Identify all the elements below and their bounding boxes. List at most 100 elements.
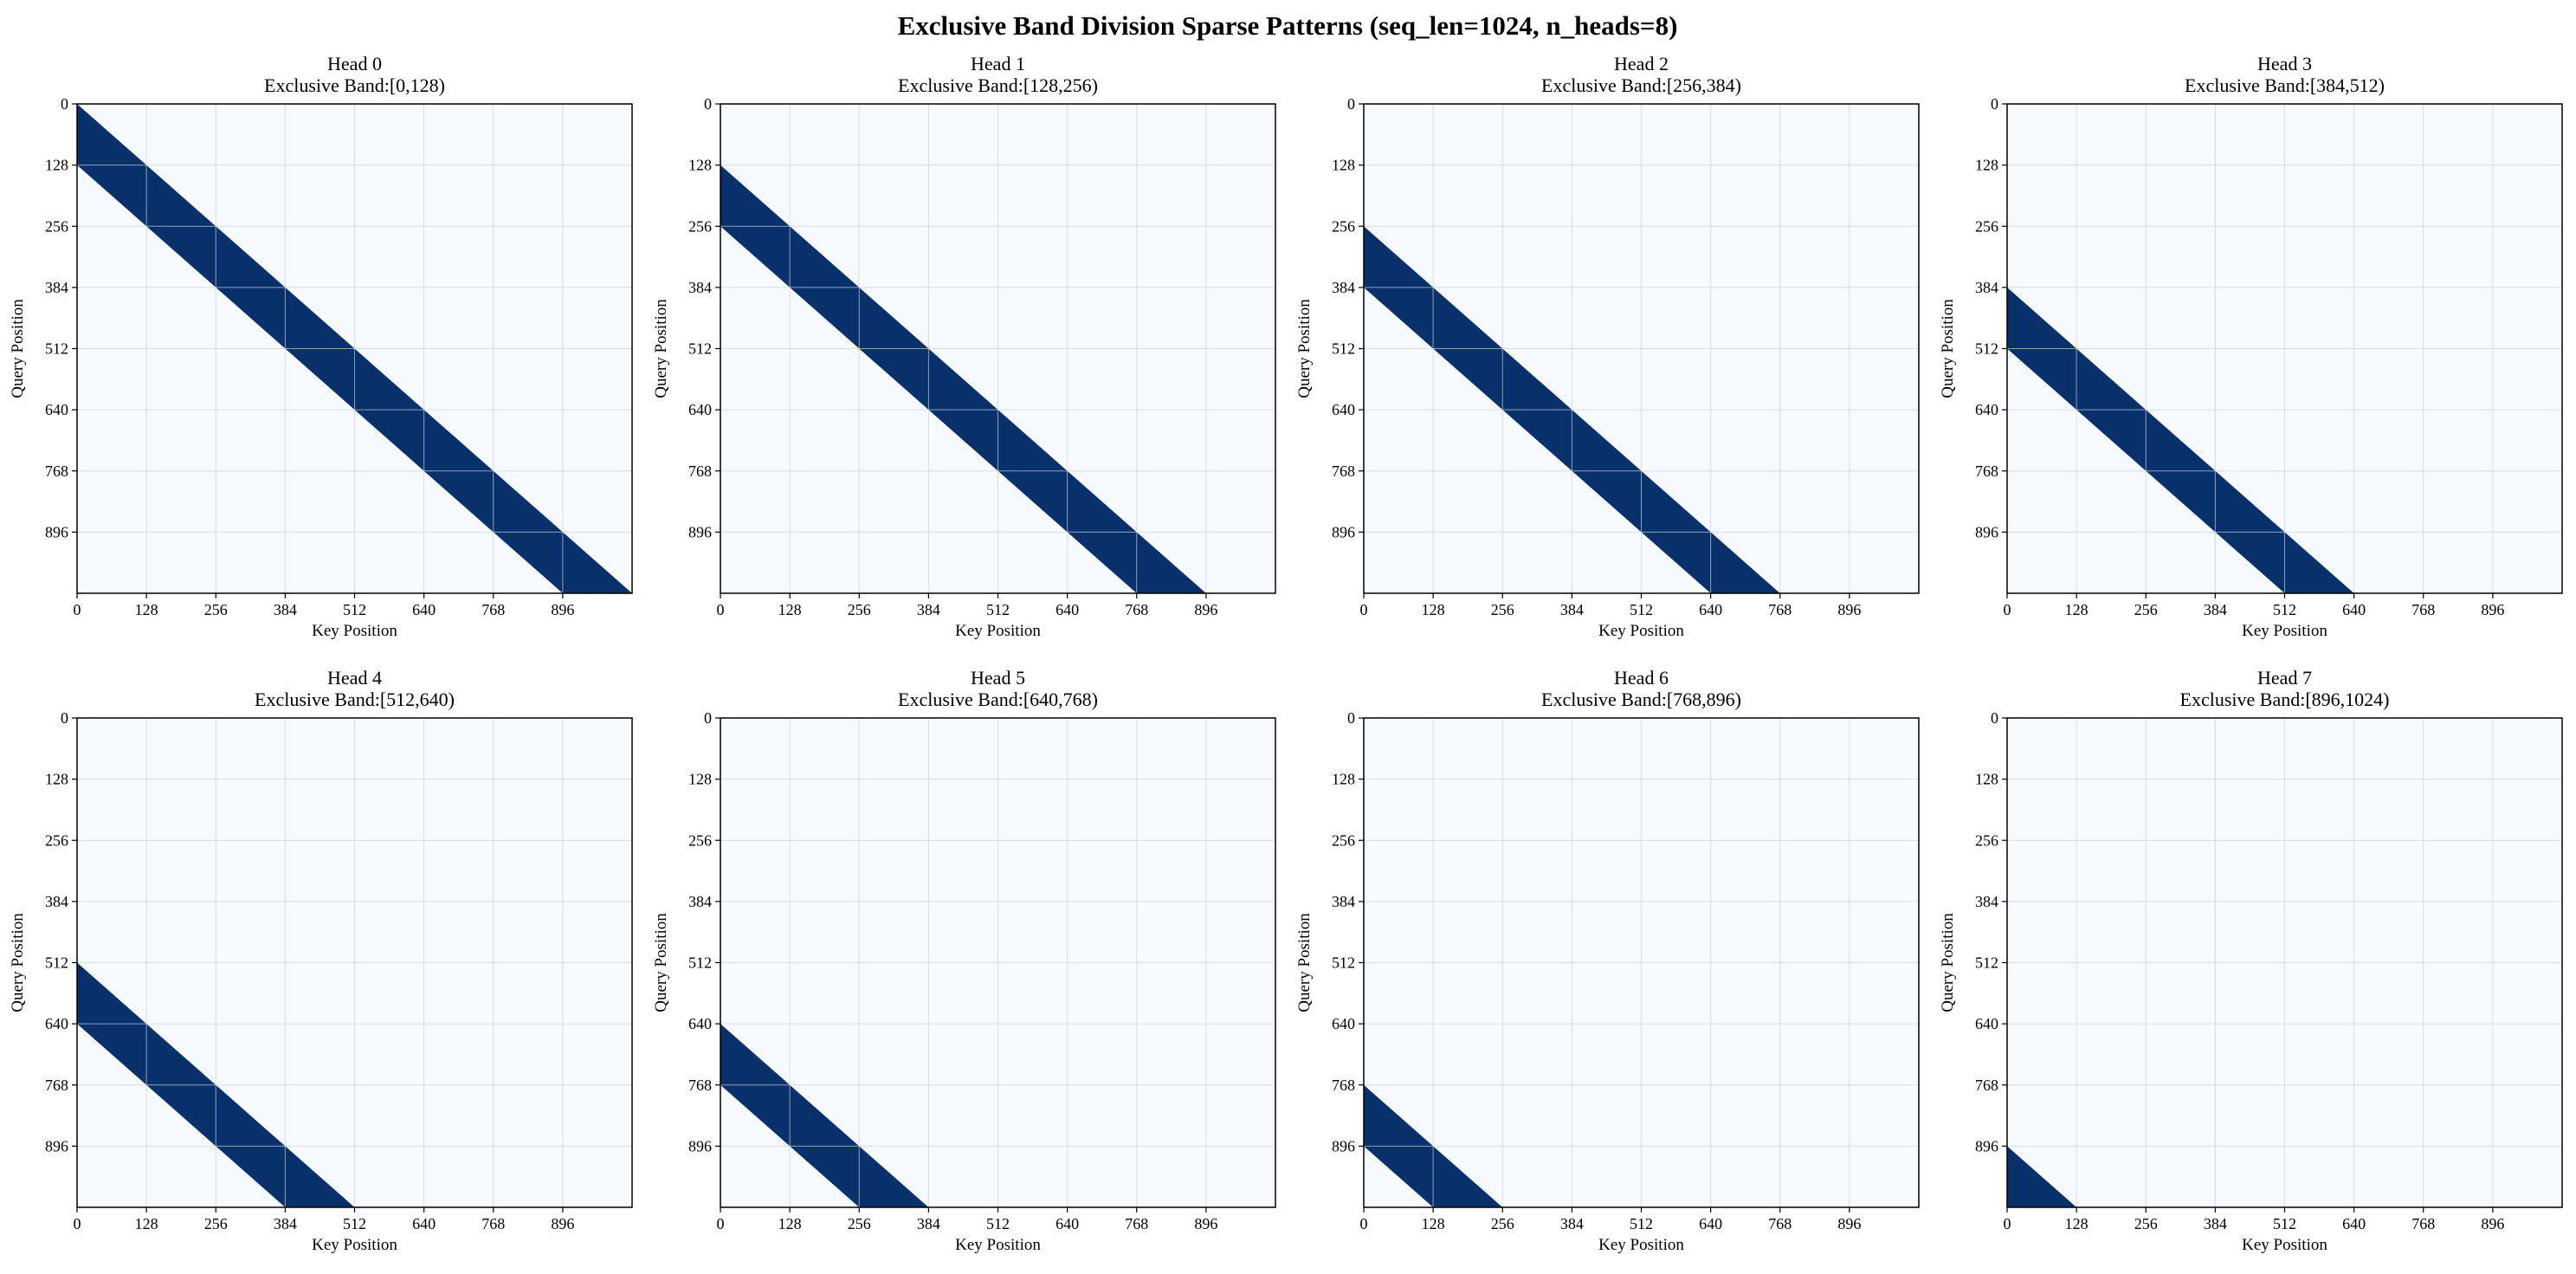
y-tick-label: 0 [1347,95,1355,113]
x-tick-label: 384 [1560,1215,1584,1232]
x-tick-label: 768 [1768,601,1792,618]
x-tick-label: 384 [917,1215,940,1232]
x-tick-label: 640 [1699,601,1722,618]
y-tick-label: 640 [688,401,712,418]
x-axis-label: Key Position [2242,1236,2327,1254]
x-axis-label: Key Position [955,622,1041,640]
x-tick-label: 128 [135,601,158,618]
y-tick-label: 512 [1975,954,1998,972]
y-tick-label: 128 [1332,157,1355,174]
y-tick-label: 640 [1332,1015,1355,1032]
x-tick-label: 768 [1125,1215,1148,1232]
x-tick-label: 512 [1630,1215,1653,1232]
y-tick-label: 768 [45,462,68,480]
y-tick-label: 768 [1332,462,1355,480]
y-tick-label: 128 [688,771,712,788]
panel-subtitle: Exclusive Band:[0,128) [264,74,445,96]
x-tick-label: 896 [1194,1215,1217,1232]
y-tick-label: 896 [688,1137,712,1154]
y-tick-label: 896 [1332,523,1355,540]
figure-suptitle: Exclusive Band Division Sparse Patterns … [898,10,1678,41]
y-tick-label: 0 [1991,95,1998,113]
x-tick-label: 128 [1422,1215,1445,1232]
y-tick-label: 256 [688,217,712,235]
y-tick-label: 640 [1332,401,1355,418]
x-tick-label: 384 [2204,1215,2227,1232]
x-tick-label: 640 [2342,601,2366,618]
y-tick-label: 0 [61,709,68,727]
x-tick-label: 0 [2004,601,2011,618]
y-tick-label: 256 [688,831,712,849]
y-tick-label: 256 [1975,217,1998,235]
panel-title: Head 3 [2257,53,2312,74]
x-tick-label: 512 [2273,1215,2296,1232]
x-tick-label: 768 [481,1215,505,1232]
x-tick-label: 0 [1360,1215,1368,1232]
panel-subtitle: Exclusive Band:[256,384) [1541,74,1741,96]
y-tick-label: 384 [688,279,712,296]
y-tick-label: 256 [1332,831,1355,849]
x-tick-label: 896 [551,601,574,618]
y-tick-label: 512 [45,340,68,358]
attention-band [720,165,1206,593]
panel-title: Head 1 [971,53,1025,74]
x-tick-label: 256 [848,1215,871,1232]
x-axis-label: Key Position [312,622,397,640]
x-tick-label: 896 [1837,1215,1861,1232]
y-tick-label: 0 [61,95,68,113]
y-tick-label: 128 [688,157,712,174]
y-tick-label: 512 [1332,954,1355,972]
y-tick-label: 0 [1991,709,1998,727]
x-tick-label: 384 [274,1215,297,1232]
x-tick-label: 128 [135,1215,158,1232]
y-tick-label: 768 [1332,1077,1355,1094]
x-axis-label: Key Position [1598,1236,1684,1254]
x-tick-label: 0 [2004,1215,2011,1232]
panel-title: Head 6 [1614,667,1669,689]
y-tick-label: 128 [1332,771,1355,788]
y-axis-label: Query Position [652,913,670,1012]
y-tick-label: 512 [1332,340,1355,358]
y-axis-label: Query Position [1939,299,1957,398]
y-tick-label: 256 [1975,831,1998,849]
y-tick-label: 768 [688,1077,712,1094]
y-tick-label: 640 [45,401,68,418]
y-tick-label: 0 [1347,709,1355,727]
x-axis-label: Key Position [1598,622,1684,640]
y-tick-label: 768 [45,1077,68,1094]
x-tick-label: 384 [274,601,297,618]
y-axis-label: Query Position [1939,913,1957,1012]
x-tick-label: 384 [1560,601,1584,618]
y-tick-label: 896 [45,1137,68,1154]
x-tick-label: 256 [1491,1215,1514,1232]
x-tick-label: 0 [74,1215,81,1232]
panel-title: Head 2 [1614,53,1669,74]
y-tick-label: 512 [45,954,68,972]
y-tick-label: 768 [688,462,712,480]
x-tick-label: 0 [74,601,81,618]
panel-title: Head 7 [2257,667,2312,689]
x-tick-label: 0 [1360,601,1368,618]
x-tick-label: 896 [1194,601,1217,618]
x-tick-label: 768 [1125,601,1148,618]
y-tick-label: 256 [45,217,68,235]
y-tick-label: 256 [1332,217,1355,235]
y-tick-label: 640 [1975,1015,1998,1032]
y-tick-label: 640 [45,1015,68,1032]
x-tick-label: 128 [2065,1215,2089,1232]
x-tick-label: 384 [2204,601,2227,618]
x-tick-label: 640 [1056,1215,1079,1232]
y-tick-label: 128 [1975,771,1998,788]
panel-subtitle: Exclusive Band:[640,768) [898,689,1098,710]
panel-subtitle: Exclusive Band:[128,256) [898,74,1098,96]
y-tick-label: 0 [704,709,712,727]
y-axis-label: Query Position [1295,913,1314,1012]
x-tick-label: 640 [1056,601,1079,618]
y-tick-label: 384 [45,893,68,910]
y-tick-label: 384 [1332,893,1355,910]
x-tick-label: 512 [986,601,1010,618]
panel-subtitle: Exclusive Band:[768,896) [1541,689,1741,710]
y-tick-label: 128 [1975,157,1998,174]
